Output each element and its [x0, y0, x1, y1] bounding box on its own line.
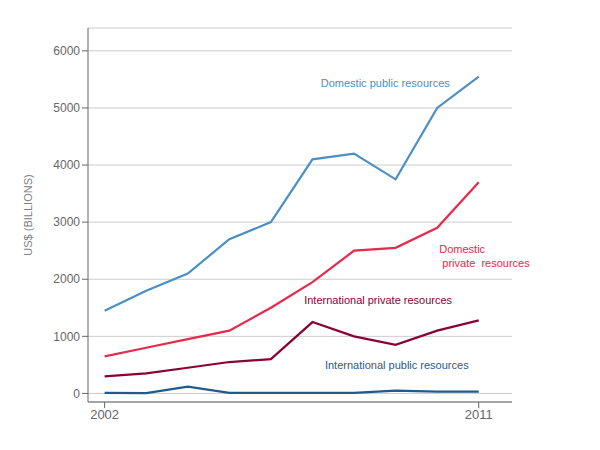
svg-text:2000: 2000: [53, 272, 80, 286]
svg-text:0: 0: [73, 387, 80, 401]
svg-text:2011: 2011: [465, 407, 493, 422]
svg-text:Domestic public resources: Domestic public resources: [321, 77, 450, 89]
svg-text:1000: 1000: [53, 330, 80, 344]
svg-text:Domestic private resources: Domestic private resources: [439, 243, 530, 269]
svg-text:6000: 6000: [53, 44, 80, 58]
svg-text:International public resources: International public resources: [325, 359, 469, 371]
svg-text:2002: 2002: [90, 407, 119, 422]
svg-text:3000: 3000: [53, 215, 80, 229]
svg-text:5000: 5000: [53, 101, 80, 115]
svg-text:US$ (BILLIONS): US$ (BILLIONS): [22, 174, 34, 255]
svg-text:International private resource: International private resources: [304, 294, 452, 306]
svg-text:4000: 4000: [53, 158, 80, 172]
